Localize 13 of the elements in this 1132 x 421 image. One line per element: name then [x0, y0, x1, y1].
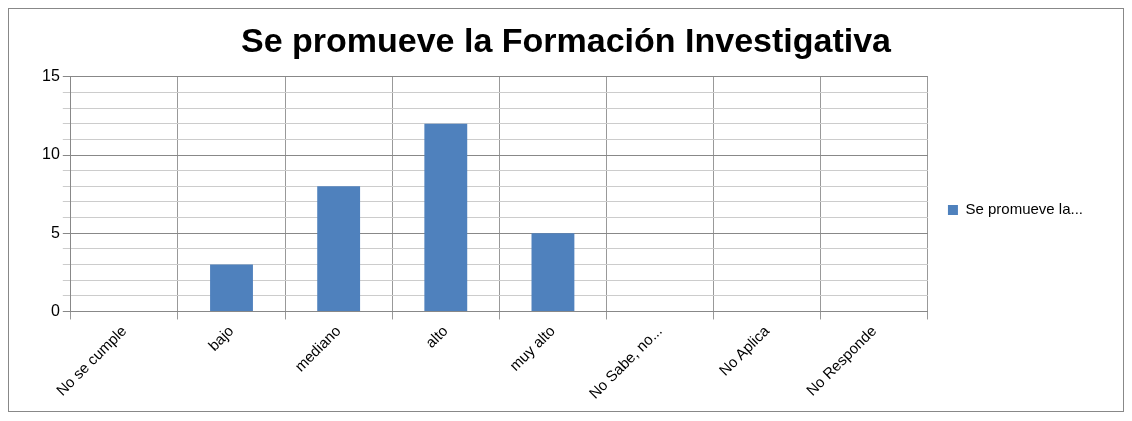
- x-tick-label: muy alto: [505, 321, 558, 374]
- y-tick-label: 5: [50, 223, 60, 241]
- legend-label: Se promueve la...: [965, 200, 1083, 218]
- y-tick-label: 10: [42, 145, 60, 163]
- bar: [531, 233, 575, 311]
- x-tick-label: alto: [421, 321, 451, 351]
- bar: [317, 186, 361, 311]
- chart-title: Se promueve la Formación Investigativa: [240, 20, 893, 59]
- y-tick-label: 0: [50, 301, 60, 319]
- x-tick-label: bajo: [204, 321, 237, 354]
- y-tick-label: 15: [42, 67, 60, 85]
- bar: [424, 123, 468, 311]
- bar: [210, 264, 253, 311]
